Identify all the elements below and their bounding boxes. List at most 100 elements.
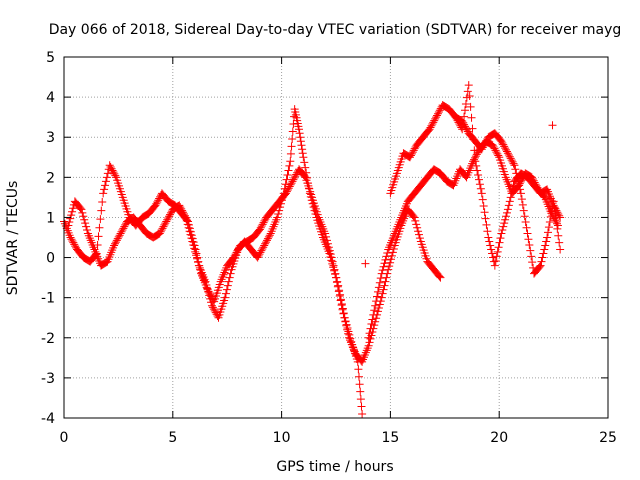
data-point-marker bbox=[332, 278, 341, 287]
data-point-marker bbox=[553, 208, 562, 217]
data-point-marker bbox=[329, 263, 338, 272]
data-point-marker bbox=[255, 250, 264, 259]
data-point-marker bbox=[382, 252, 391, 261]
data-point-marker bbox=[387, 251, 396, 260]
data-point-marker bbox=[491, 146, 500, 155]
data-point-marker bbox=[115, 231, 124, 240]
data-point-marker bbox=[110, 169, 119, 178]
data-point-marker bbox=[153, 197, 162, 206]
data-point-marker bbox=[356, 395, 365, 404]
y-tick-label: -3 bbox=[41, 371, 55, 387]
data-point-marker bbox=[509, 159, 518, 168]
data-point-marker bbox=[342, 321, 351, 330]
data-point-marker bbox=[95, 223, 104, 232]
data-point-marker bbox=[223, 281, 232, 290]
data-point-marker bbox=[222, 285, 231, 294]
data-point-marker bbox=[455, 120, 464, 129]
data-point-marker bbox=[478, 143, 487, 152]
data-point-marker bbox=[325, 249, 334, 258]
data-point-marker bbox=[379, 285, 388, 294]
data-point-marker bbox=[259, 243, 268, 252]
data-point-marker bbox=[387, 255, 396, 264]
y-tick-label: 3 bbox=[46, 130, 55, 146]
data-point-marker bbox=[218, 273, 227, 282]
data-point-marker bbox=[348, 342, 357, 351]
data-point-marker bbox=[425, 125, 434, 134]
data-point-marker bbox=[519, 206, 528, 215]
data-point-marker bbox=[159, 222, 168, 231]
data-point-marker bbox=[282, 175, 291, 184]
data-point-marker bbox=[260, 216, 269, 225]
data-point-marker bbox=[256, 248, 265, 257]
data-point-marker bbox=[207, 301, 216, 310]
data-point-marker bbox=[160, 220, 169, 229]
data-point-marker bbox=[287, 179, 296, 188]
data-point-marker bbox=[537, 257, 546, 266]
data-point-marker bbox=[83, 226, 92, 235]
data-point-marker bbox=[409, 212, 418, 221]
data-point-marker bbox=[495, 238, 504, 247]
data-point-marker bbox=[311, 210, 320, 219]
data-point-marker bbox=[388, 248, 397, 257]
y-tick-label: -2 bbox=[41, 331, 55, 347]
data-point-marker bbox=[336, 296, 345, 305]
data-point-marker bbox=[361, 259, 370, 268]
data-point-marker bbox=[327, 256, 336, 265]
data-point-marker bbox=[554, 210, 563, 219]
data-point-marker bbox=[405, 153, 414, 162]
data-point-marker bbox=[287, 142, 296, 151]
data-point-marker bbox=[108, 166, 117, 175]
data-point-marker bbox=[415, 234, 424, 243]
data-point-marker bbox=[358, 409, 367, 418]
data-point-marker bbox=[378, 266, 387, 275]
data-point-marker bbox=[264, 232, 273, 241]
data-point-marker bbox=[504, 201, 513, 210]
data-point-marker bbox=[523, 229, 532, 238]
data-point-marker bbox=[69, 204, 78, 213]
data-point-marker bbox=[68, 236, 77, 245]
data-point-marker bbox=[490, 144, 499, 153]
data-point-marker bbox=[521, 218, 530, 227]
data-point-marker bbox=[60, 219, 69, 228]
data-point-marker bbox=[542, 237, 551, 246]
data-point-marker bbox=[285, 182, 294, 191]
data-point-marker bbox=[335, 291, 344, 300]
data-point-marker bbox=[99, 189, 108, 198]
series-track-d bbox=[386, 101, 565, 278]
data-point-marker bbox=[193, 254, 202, 263]
data-point-marker bbox=[298, 145, 307, 154]
data-point-marker bbox=[542, 185, 551, 194]
data-point-marker bbox=[413, 223, 422, 232]
data-point-marker bbox=[220, 268, 229, 277]
data-point-marker bbox=[381, 255, 390, 264]
data-point-marker bbox=[452, 174, 461, 183]
data-point-marker bbox=[493, 149, 502, 158]
data-point-marker bbox=[276, 199, 285, 208]
data-point-marker bbox=[64, 221, 73, 230]
data-point-marker bbox=[291, 172, 300, 181]
data-point-marker bbox=[489, 142, 498, 151]
data-point-marker bbox=[544, 228, 553, 237]
data-point-marker bbox=[270, 220, 279, 229]
data-point-marker bbox=[154, 196, 163, 205]
data-point-marker bbox=[538, 253, 547, 262]
data-point-marker bbox=[494, 151, 503, 160]
data-point-marker bbox=[119, 224, 128, 233]
data-point-marker bbox=[260, 241, 269, 250]
data-point-marker bbox=[482, 136, 491, 145]
data-point-marker bbox=[103, 169, 112, 178]
data-point-marker bbox=[546, 212, 555, 221]
data-point-marker bbox=[414, 227, 423, 236]
data-point-marker bbox=[184, 223, 193, 232]
data-point-marker bbox=[328, 259, 337, 268]
data-point-marker bbox=[380, 281, 389, 290]
data-point-marker bbox=[189, 240, 198, 249]
data-point-marker bbox=[411, 216, 420, 225]
data-point-marker bbox=[305, 189, 314, 198]
data-point-marker bbox=[155, 194, 164, 203]
data-point-marker bbox=[332, 273, 340, 282]
data-point-marker bbox=[369, 310, 378, 319]
data-point-marker bbox=[365, 329, 374, 338]
data-point-marker bbox=[410, 213, 419, 222]
data-point-marker bbox=[526, 246, 535, 255]
